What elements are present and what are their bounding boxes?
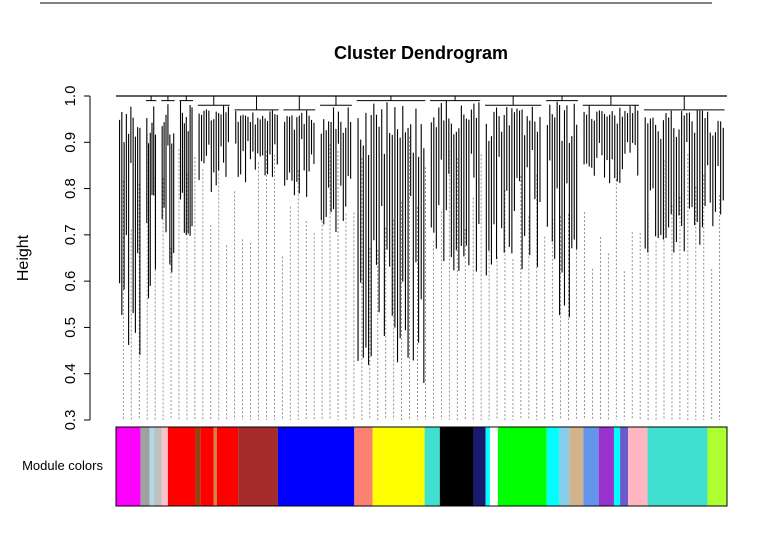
branch-7 (320, 96, 352, 233)
branch-6 (283, 96, 316, 197)
branch-1 (145, 96, 157, 299)
module-segment-4 (161, 427, 168, 506)
module-segment-1 (140, 427, 150, 506)
module-segment-28 (647, 427, 708, 506)
module-segment-17 (485, 427, 490, 506)
module-segment-18 (489, 427, 498, 506)
module-segment-12 (354, 427, 373, 506)
module-segment-10 (238, 427, 278, 506)
y-tick-label-0: 0.3 (62, 410, 79, 431)
module-segment-13 (372, 427, 425, 506)
module-segment-5 (167, 427, 196, 506)
y-tick-label-6: 0.9 (62, 132, 79, 153)
module-color-bar-border (115, 426, 728, 507)
module-segment-7 (200, 427, 214, 506)
branch-11 (546, 96, 578, 318)
branch-10 (485, 96, 542, 276)
module-colors-label: Module colors (22, 458, 103, 473)
module-segment-19 (497, 427, 547, 506)
branch-3 (179, 96, 193, 236)
module-segment-14 (424, 427, 440, 506)
module-segment-23 (583, 427, 599, 506)
module-segment-2 (149, 427, 154, 506)
module-segment-3 (153, 427, 162, 506)
y-tick-label-3: 0.6 (62, 271, 79, 292)
module-segment-24 (598, 427, 614, 506)
module-segment-16 (473, 427, 486, 506)
y-axis: 0.3 0.4 0.5 0.6 0.7 0.8 0.9 1.0 (62, 86, 91, 431)
module-segment-27 (628, 427, 648, 506)
y-tick-label-1: 0.4 (62, 363, 79, 384)
chart-title: Cluster Dendrogram (334, 43, 508, 63)
module-segment-22 (569, 427, 584, 506)
dendrogram-tree (116, 95, 727, 383)
y-tick-label-4: 0.7 (62, 224, 79, 245)
module-segment-25 (613, 427, 621, 506)
y-tick-label-7: 1.0 (62, 86, 79, 107)
module-segment-6 (195, 427, 201, 506)
module-segment-8 (213, 427, 217, 506)
branch-9 (430, 96, 481, 272)
leaf-drop-lines (122, 133, 721, 420)
branch-4 (197, 96, 230, 193)
module-segment-0 (116, 427, 141, 506)
module-segment-26 (620, 427, 629, 506)
module-segment-9 (216, 427, 239, 506)
branch-8 (356, 96, 426, 383)
branch-12 (582, 96, 640, 184)
branch-2 (161, 96, 175, 273)
branch-5 (234, 96, 279, 183)
module-segment-21 (558, 427, 570, 506)
module-segment-29 (707, 427, 727, 506)
module-segment-11 (277, 427, 355, 506)
module-color-bar (116, 427, 727, 506)
y-tick-label-2: 0.5 (62, 317, 79, 338)
y-axis-label: Height (15, 234, 32, 281)
module-segment-15 (439, 427, 474, 506)
branch-0 (118, 95, 142, 355)
y-tick-label-5: 0.8 (62, 178, 79, 199)
module-segment-20 (546, 427, 559, 506)
branch-13 (643, 96, 725, 253)
